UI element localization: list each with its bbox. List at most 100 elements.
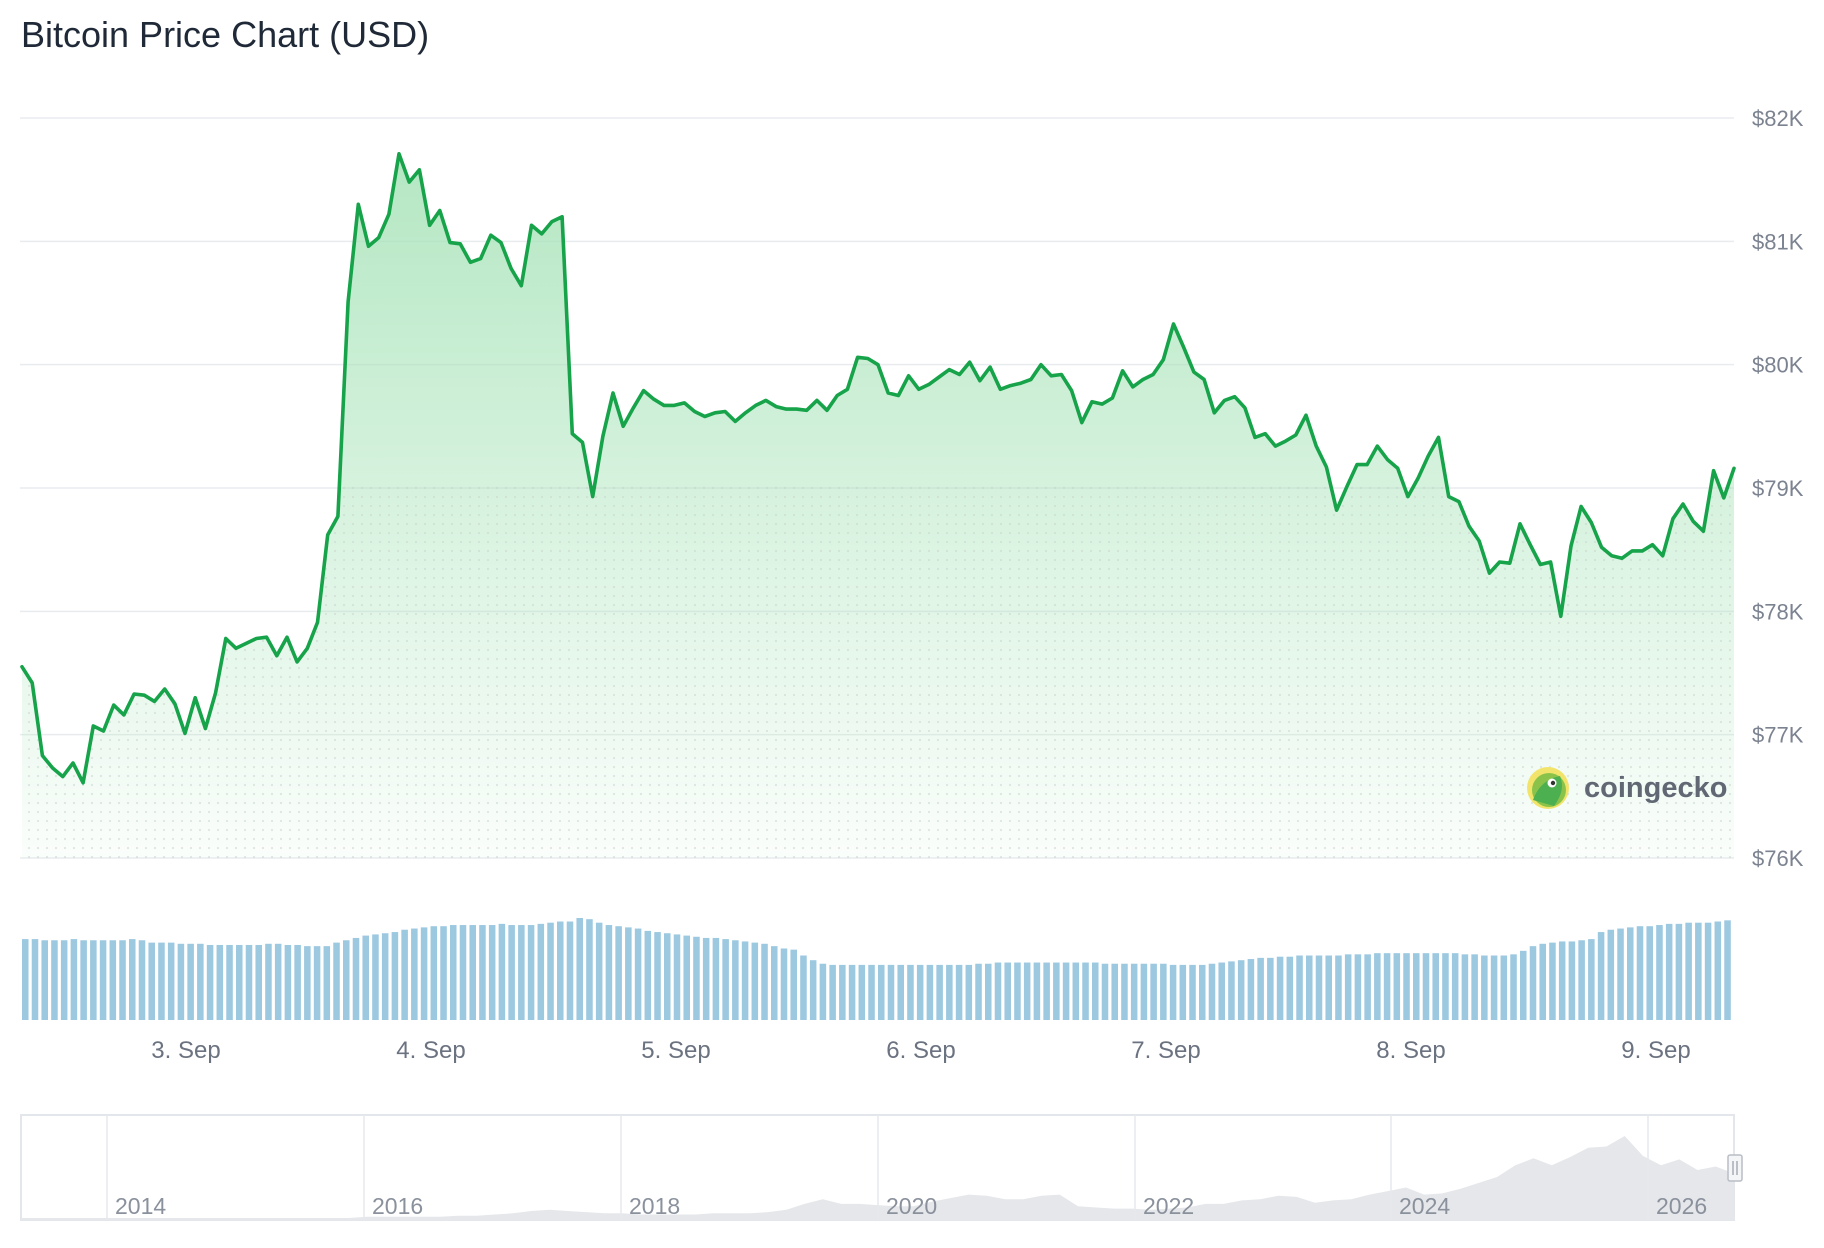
data-point[interactable] <box>1637 546 1647 556</box>
data-point[interactable] <box>791 404 801 414</box>
data-point[interactable] <box>1240 403 1250 413</box>
data-point[interactable] <box>781 404 791 414</box>
data-point[interactable] <box>180 728 190 738</box>
data-point[interactable] <box>1291 430 1301 440</box>
data-point[interactable] <box>1016 378 1026 388</box>
data-point[interactable] <box>99 726 109 736</box>
data-point[interactable] <box>1729 463 1739 473</box>
data-point[interactable] <box>1505 558 1515 568</box>
data-point[interactable] <box>567 429 577 439</box>
data-point[interactable] <box>1362 460 1372 470</box>
data-point[interactable] <box>88 721 98 731</box>
data-point[interactable] <box>1332 505 1342 515</box>
data-point[interactable] <box>455 239 465 249</box>
data-point[interactable] <box>1413 473 1423 483</box>
data-point[interactable] <box>955 370 965 380</box>
data-point[interactable] <box>690 407 700 417</box>
data-point[interactable] <box>231 643 241 653</box>
data-point[interactable] <box>842 384 852 394</box>
data-point[interactable] <box>1719 493 1729 503</box>
data-point[interactable] <box>1372 441 1382 451</box>
data-point[interactable] <box>78 778 88 788</box>
data-point[interactable] <box>853 352 863 362</box>
data-point[interactable] <box>618 421 628 431</box>
data-point[interactable] <box>343 297 353 307</box>
data-point[interactable] <box>1566 541 1576 551</box>
data-point[interactable] <box>1678 499 1688 509</box>
data-point[interactable] <box>1219 395 1229 405</box>
data-point[interactable] <box>58 772 68 782</box>
data-point[interactable] <box>27 678 37 688</box>
data-point[interactable] <box>241 638 251 648</box>
data-point[interactable] <box>1484 568 1494 578</box>
data-point[interactable] <box>435 206 445 216</box>
data-point[interactable] <box>374 233 384 243</box>
data-point[interactable] <box>883 388 893 398</box>
data-point[interactable] <box>944 365 954 375</box>
data-point[interactable] <box>1393 463 1403 473</box>
data-point[interactable] <box>486 230 496 240</box>
data-point[interactable] <box>985 362 995 372</box>
data-point[interactable] <box>1321 462 1331 472</box>
data-point[interactable] <box>608 388 618 398</box>
data-point[interactable] <box>598 431 608 441</box>
data-point[interactable] <box>1535 559 1545 569</box>
data-point[interactable] <box>669 400 679 410</box>
data-point[interactable] <box>506 263 516 273</box>
data-point[interactable] <box>1352 460 1362 470</box>
data-point[interactable] <box>904 371 914 381</box>
data-point[interactable] <box>873 360 883 370</box>
data-point[interactable] <box>730 416 740 426</box>
data-point[interactable] <box>1709 466 1719 476</box>
data-point[interactable] <box>190 693 200 703</box>
data-point[interactable] <box>1260 429 1270 439</box>
data-point[interactable] <box>659 400 669 410</box>
data-point[interactable] <box>272 651 282 661</box>
data-point[interactable] <box>48 763 58 773</box>
data-point[interactable] <box>1525 540 1535 550</box>
data-point[interactable] <box>1230 392 1240 402</box>
data-point[interactable] <box>1281 436 1291 446</box>
data-point[interactable] <box>1597 542 1607 552</box>
data-point[interactable] <box>965 357 975 367</box>
data-point[interactable] <box>68 758 78 768</box>
data-point[interactable] <box>1036 360 1046 370</box>
data-point[interactable] <box>914 384 924 394</box>
data-point[interactable] <box>557 212 567 222</box>
data-point[interactable] <box>1474 536 1484 546</box>
data-point[interactable] <box>863 354 873 364</box>
data-point[interactable] <box>353 199 363 209</box>
data-point[interactable] <box>1005 381 1015 391</box>
data-point[interactable] <box>516 281 526 291</box>
data-point[interactable] <box>1658 551 1668 561</box>
data-point[interactable] <box>1270 441 1280 451</box>
data-point[interactable] <box>1056 370 1066 380</box>
data-point[interactable] <box>1383 455 1393 465</box>
data-point[interactable] <box>1189 367 1199 377</box>
data-point[interactable] <box>1199 374 1209 384</box>
data-point[interactable] <box>1046 371 1056 381</box>
data-point[interactable] <box>1209 408 1219 418</box>
data-point[interactable] <box>1546 557 1556 567</box>
data-point[interactable] <box>1586 518 1596 528</box>
data-point[interactable] <box>1454 497 1464 507</box>
data-point[interactable] <box>628 403 638 413</box>
data-point[interactable] <box>700 411 710 421</box>
data-point[interactable] <box>710 408 720 418</box>
data-point[interactable] <box>129 689 139 699</box>
data-point[interactable] <box>1311 441 1321 451</box>
data-point[interactable] <box>1464 521 1474 531</box>
data-point[interactable] <box>170 699 180 709</box>
data-point[interactable] <box>17 662 27 672</box>
data-point[interactable] <box>302 643 312 653</box>
data-point[interactable] <box>771 402 781 412</box>
data-point[interactable] <box>1423 451 1433 461</box>
data-point[interactable] <box>384 209 394 219</box>
data-point[interactable] <box>465 257 475 267</box>
data-point[interactable] <box>363 241 373 251</box>
data-point[interactable] <box>547 217 557 227</box>
data-point[interactable] <box>577 437 587 447</box>
data-point[interactable] <box>1403 492 1413 502</box>
data-point[interactable] <box>741 408 751 418</box>
